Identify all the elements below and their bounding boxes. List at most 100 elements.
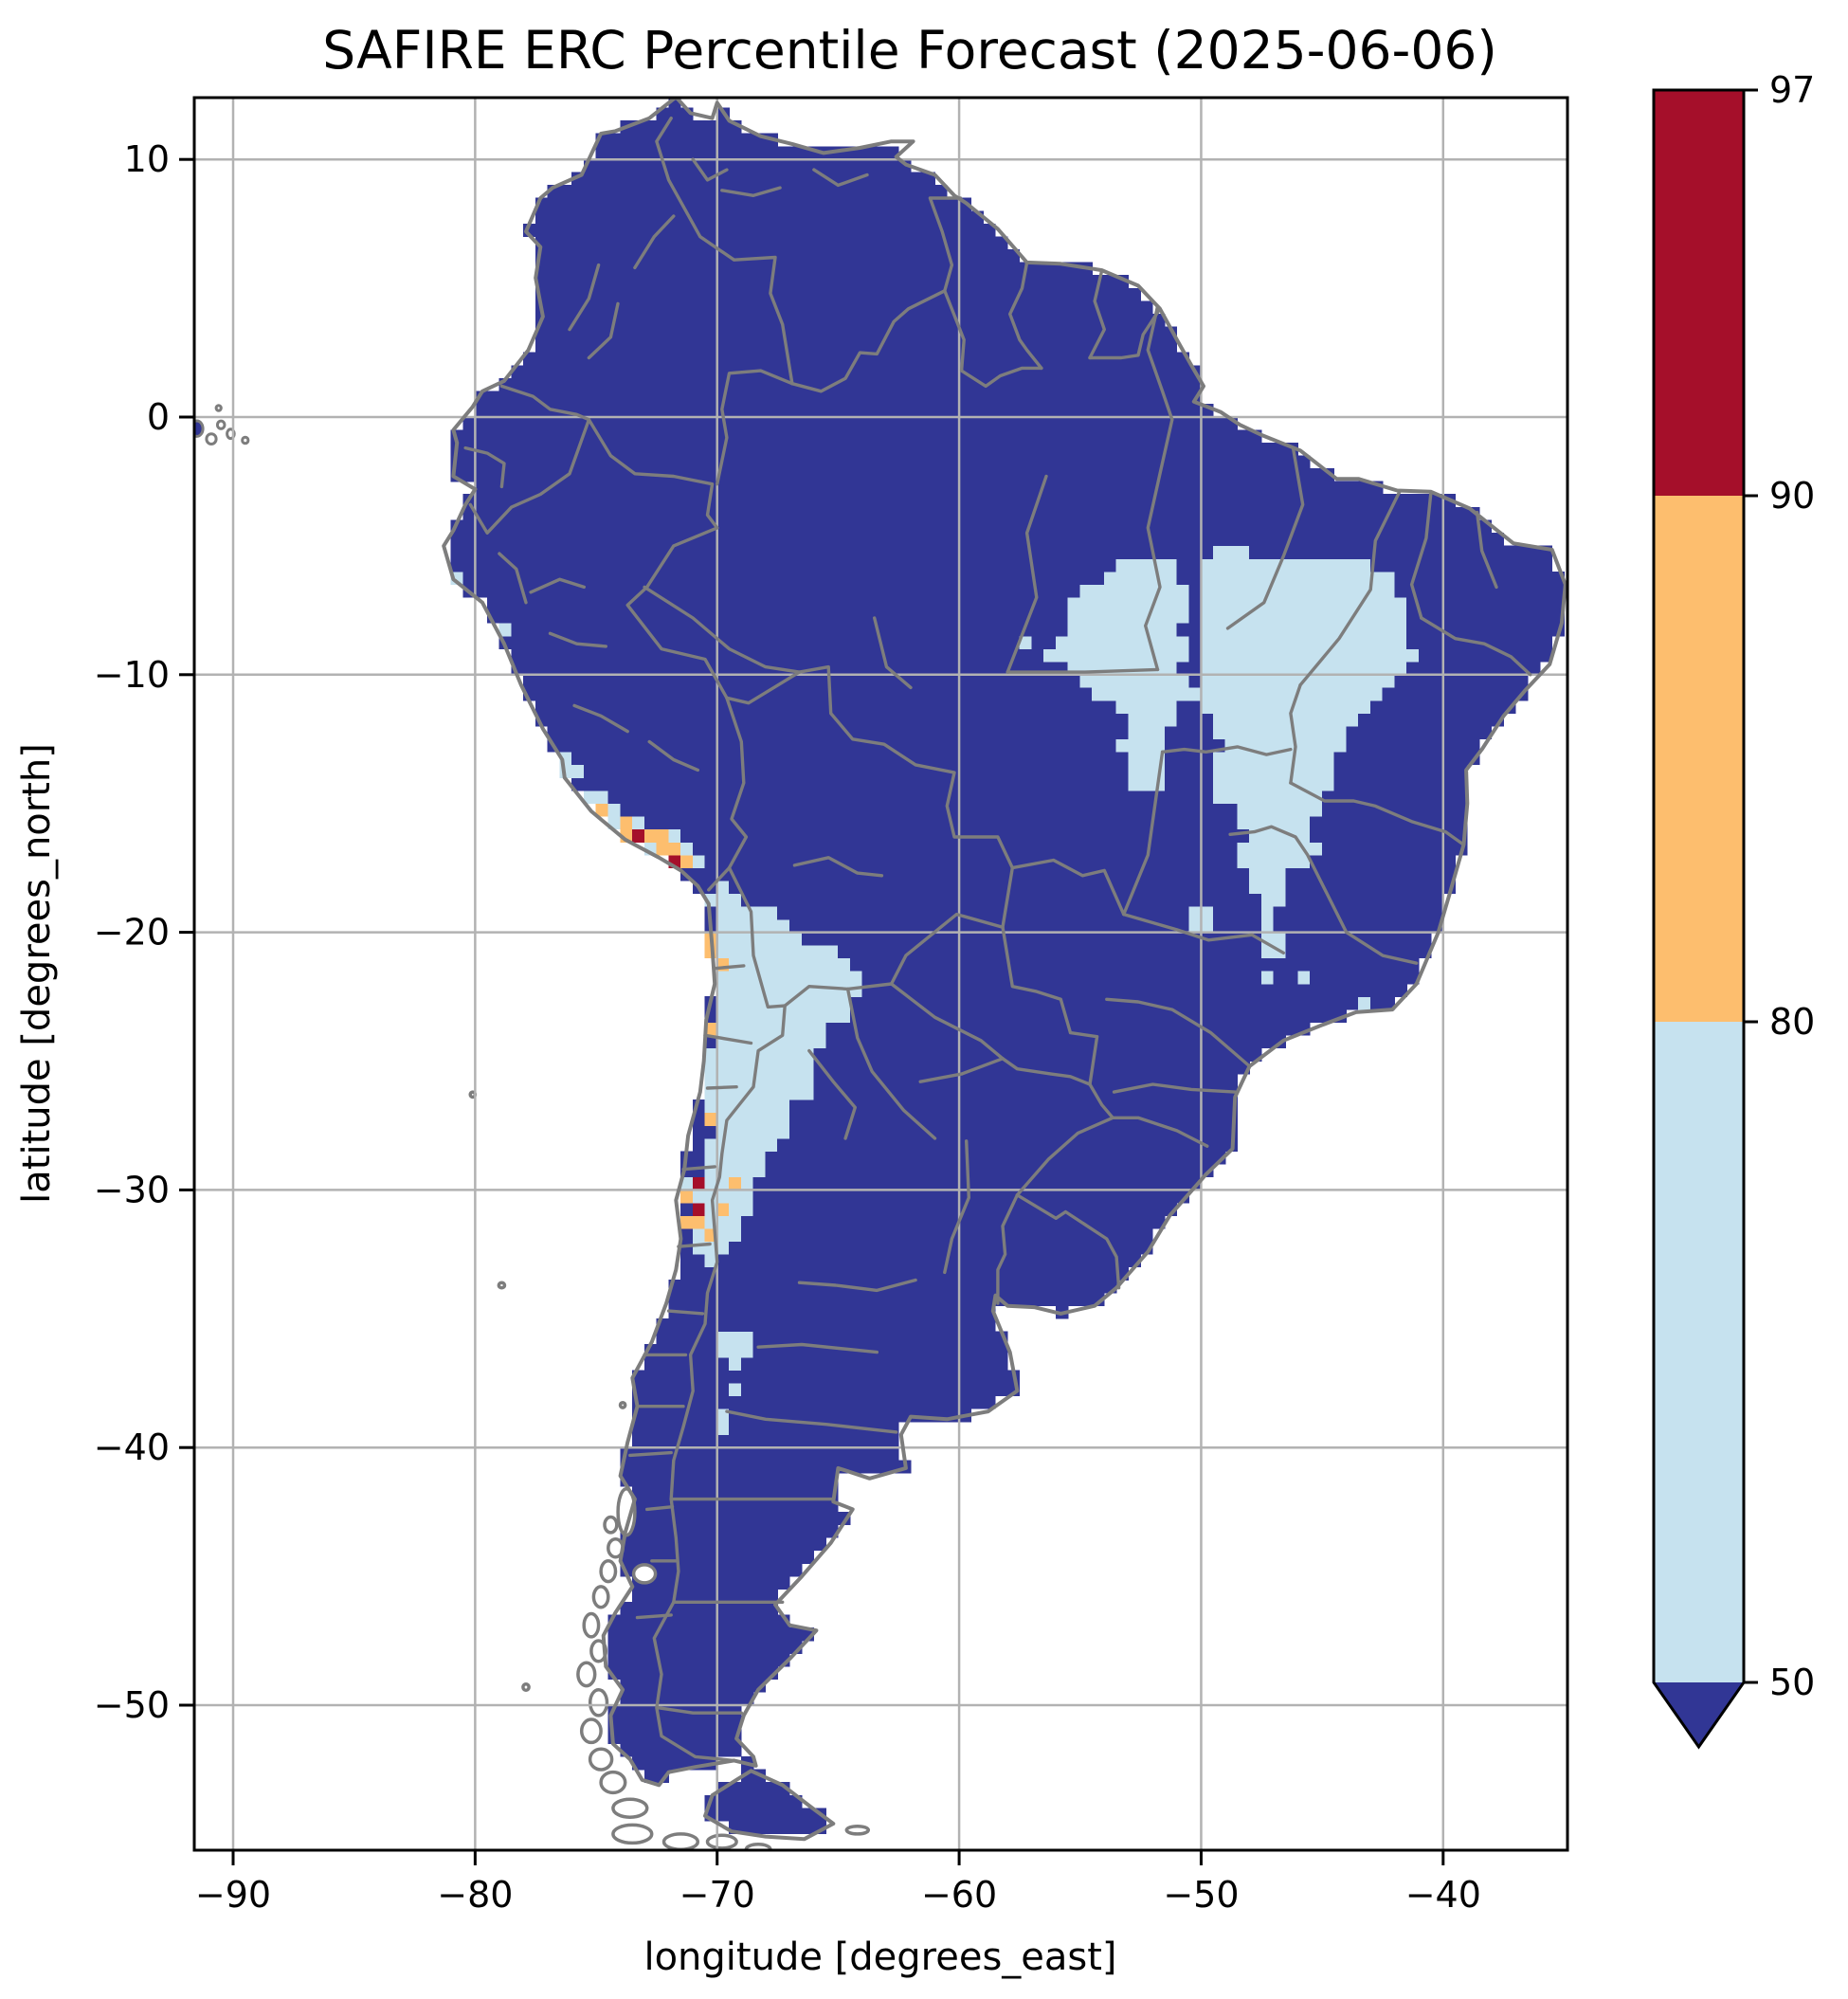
raster-cell	[825, 468, 839, 482]
raster-cell	[1043, 609, 1057, 624]
raster-cell	[849, 971, 863, 985]
raster-cell	[970, 996, 984, 1010]
raster-cell	[1297, 571, 1311, 585]
raster-cell	[1346, 571, 1359, 585]
raster-cell	[958, 932, 972, 946]
raster-cell	[752, 1292, 767, 1306]
raster-cell	[1067, 713, 1081, 727]
raster-cell	[995, 1202, 1008, 1216]
raster-cell	[1212, 752, 1226, 766]
raster-cell	[1104, 1035, 1117, 1049]
raster-cell	[1104, 713, 1117, 727]
raster-cell	[813, 828, 826, 843]
raster-cell	[789, 623, 803, 637]
raster-cell	[801, 481, 815, 495]
raster-cell	[825, 494, 839, 508]
raster-cell	[1164, 1112, 1178, 1126]
raster-cell	[777, 1086, 790, 1100]
raster-cell	[656, 1434, 669, 1448]
raster-cell	[897, 1047, 912, 1062]
raster-cell	[1321, 777, 1335, 791]
raster-cell	[897, 932, 912, 946]
raster-cell	[1031, 725, 1044, 740]
raster-cell	[1224, 700, 1239, 714]
raster-cell	[910, 442, 924, 457]
raster-cell	[1418, 932, 1432, 946]
raster-cell	[897, 1163, 912, 1178]
raster-cell	[1261, 944, 1275, 959]
raster-cell	[789, 906, 803, 920]
raster-cell	[1188, 854, 1202, 868]
raster-cell	[1406, 661, 1420, 676]
raster-cell	[801, 1550, 815, 1564]
raster-cell	[1019, 1202, 1032, 1216]
raster-cell	[1006, 828, 1021, 843]
raster-cell	[1369, 597, 1384, 611]
raster-cell	[584, 752, 597, 766]
raster-cell	[1031, 738, 1044, 753]
raster-cell	[1212, 648, 1226, 663]
raster-cell	[643, 455, 658, 469]
raster-cell	[958, 442, 972, 457]
raster-cell	[1261, 713, 1275, 727]
raster-cell	[620, 506, 633, 520]
raster-cell	[511, 468, 524, 482]
raster-cell	[825, 584, 839, 598]
raster-cell	[1092, 944, 1105, 959]
raster-cell	[1224, 635, 1239, 649]
raster-cell	[1310, 944, 1323, 959]
raster-cell	[1092, 545, 1105, 559]
raster-cell	[1031, 803, 1044, 817]
raster-cell	[1430, 725, 1444, 740]
raster-cell	[704, 648, 717, 663]
raster-cell	[1176, 790, 1189, 804]
raster-cell	[1285, 932, 1298, 946]
raster-cell	[765, 1137, 778, 1152]
raster-cell	[910, 1356, 924, 1371]
raster-cell	[1043, 1035, 1057, 1049]
raster-cell	[704, 1112, 717, 1126]
raster-cell	[801, 648, 815, 663]
raster-cell	[595, 481, 609, 495]
raster-cell	[849, 918, 863, 933]
raster-cell	[1067, 1112, 1081, 1126]
raster-cell	[1055, 1176, 1069, 1190]
raster-cell	[801, 597, 815, 611]
raster-cell	[1369, 816, 1384, 830]
raster-cell	[897, 1176, 912, 1190]
raster-cell	[970, 1356, 984, 1371]
raster-cell	[1358, 661, 1371, 676]
raster-cell	[813, 1331, 826, 1345]
raster-cell	[1237, 777, 1250, 791]
raster-cell	[680, 597, 694, 611]
raster-cell	[1152, 700, 1166, 714]
raster-cell	[970, 1382, 984, 1397]
raster-cell	[1152, 674, 1166, 688]
raster-cell	[1055, 906, 1069, 920]
raster-cell	[1006, 725, 1021, 740]
raster-cell	[801, 700, 815, 714]
raster-cell	[825, 558, 839, 572]
raster-cell	[970, 1241, 984, 1255]
raster-cell	[692, 494, 706, 508]
raster-cell	[1321, 816, 1335, 830]
raster-cell	[1152, 854, 1166, 868]
raster-cell	[547, 584, 561, 598]
raster-cell	[1394, 971, 1407, 985]
raster-cell	[995, 687, 1008, 701]
raster-cell	[983, 533, 996, 547]
raster-cell	[861, 1254, 875, 1268]
raster-cell	[1115, 1035, 1130, 1049]
raster-cell	[813, 1356, 826, 1371]
raster-cell	[1455, 661, 1468, 676]
raster-cell	[716, 1589, 730, 1603]
raster-cell	[740, 944, 754, 959]
raster-cell	[1092, 918, 1105, 933]
raster-cell	[1273, 494, 1287, 508]
raster-cell	[874, 584, 887, 598]
raster-cell	[1430, 571, 1444, 585]
raster-cell	[1212, 1061, 1226, 1075]
raster-cell	[1031, 957, 1044, 972]
raster-cell	[1043, 584, 1057, 598]
raster-cell	[1406, 752, 1420, 766]
